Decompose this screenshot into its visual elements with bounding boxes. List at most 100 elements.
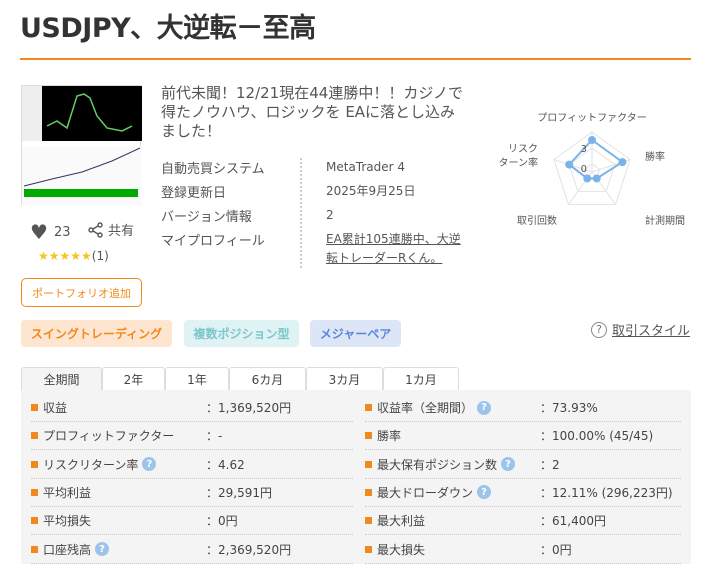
period-tabs: 全期間 2年 1年 6カ月 3カ月 1カ月 xyxy=(21,367,459,391)
tag-swing-trading[interactable]: スイングトレーディング xyxy=(21,320,172,347)
info-divider xyxy=(300,158,302,268)
radar-point xyxy=(588,136,596,144)
info-key: マイプロフィール xyxy=(161,234,265,249)
bullet-icon xyxy=(31,488,38,496)
bullet-icon xyxy=(365,460,372,468)
tag-label: スイングトレーディング xyxy=(30,327,163,341)
ea-screenshot-thumbnail[interactable] xyxy=(21,85,142,206)
stats-panel: 収益 ：1,369,520円プロフィットファクター ：- リスクリターン率? ：4.62… xyxy=(21,390,691,564)
stat-row: 収益 ：1,369,520円 xyxy=(31,394,353,422)
stat-row: 平均利益 ：29,591円 xyxy=(31,479,353,507)
tab-1-month[interactable]: 1カ月 xyxy=(383,367,459,391)
radar-axis-label: ターン率 xyxy=(499,156,539,169)
stat-value: ：73.93% xyxy=(540,401,598,415)
bullet-icon xyxy=(31,432,38,440)
stat-row: 口座残高? ：2,369,520円 xyxy=(31,536,353,564)
tab-all-period[interactable]: 全期間 xyxy=(21,367,102,391)
stat-value: ：0円 xyxy=(540,542,572,557)
stat-row: 最大保有ポジション数? ：2 xyxy=(365,451,681,479)
volume-bar xyxy=(24,189,138,197)
stat-label: プロフィットファクター xyxy=(43,429,175,444)
stat-row: リスクリターン率? ：4.62 xyxy=(31,451,353,479)
stat-row: プロフィットファクター ：- xyxy=(31,422,353,451)
ea-description: 前代未聞！12/21現在44連勝中！！カジノで得たノウハウ、ロジックを EAに落… xyxy=(161,84,464,140)
rating[interactable]: ★★★★★(1) xyxy=(38,249,109,263)
star-icons: ★★★★★ xyxy=(38,249,92,263)
radar-point xyxy=(592,174,601,183)
tab-6-months[interactable]: 6カ月 xyxy=(229,367,306,391)
stat-row: 最大損失 ：0円 xyxy=(365,536,681,564)
radar-axis-label: リスク xyxy=(508,143,538,155)
rating-count: (1) xyxy=(91,249,109,263)
stat-value: ：4.62 xyxy=(206,457,245,472)
stat-value: ：- xyxy=(206,429,223,444)
share-label: 共有 xyxy=(108,224,135,239)
stat-label: 最大損失 xyxy=(377,542,426,557)
help-icon[interactable]: ? xyxy=(501,457,516,472)
stat-label: 平均損失 xyxy=(43,514,92,529)
radar-axis-label: プロフィットファクター xyxy=(537,112,646,124)
add-portfolio-button[interactable]: ポートフォリオ追加 xyxy=(21,278,142,307)
bullet-icon xyxy=(31,545,38,553)
help-icon[interactable]: ? xyxy=(142,457,157,472)
stat-value: ：100.00% (45/45) xyxy=(540,429,654,444)
tag-label: 複数ポジション型 xyxy=(193,327,290,341)
stat-row: 最大ドローダウン? ：12.11% (296,223円) xyxy=(365,479,681,507)
like-count: 23 xyxy=(53,224,71,240)
bullet-icon xyxy=(365,517,372,525)
bullet-icon xyxy=(31,517,38,525)
stat-value: ：61,400円 xyxy=(540,514,606,529)
help-icon[interactable]: ? xyxy=(477,485,492,500)
radar-series-line xyxy=(567,138,625,180)
stat-value: ：2 xyxy=(540,457,560,472)
backtest-graph xyxy=(22,146,142,206)
stat-value: ：12.11% (296,223円) xyxy=(540,485,673,500)
navigator-pane xyxy=(22,86,42,141)
radar-tick-label: 0 xyxy=(581,164,587,175)
stat-row: 収益率（全期間）? ：73.93% xyxy=(365,394,681,422)
stat-label: リスクリターン率 xyxy=(43,457,139,472)
tag-major-pair[interactable]: メジャーペア xyxy=(310,320,401,347)
stat-row: 平均損失 ：0円 xyxy=(31,507,353,536)
radar-grid xyxy=(553,131,631,205)
stat-label: 勝率 xyxy=(377,429,402,444)
radar-point xyxy=(618,158,627,167)
stat-label: 平均利益 xyxy=(43,485,92,500)
stat-label: 収益率（全期間） xyxy=(377,401,474,415)
radar-axis-label: 計測期間 xyxy=(645,214,685,227)
radar-axis-label: 取引回数 xyxy=(517,214,557,227)
info-key: 自動売買システム xyxy=(161,162,265,177)
bullet-icon xyxy=(365,404,372,411)
tab-1-year[interactable]: 1年 xyxy=(165,367,229,391)
info-value: 2 xyxy=(326,208,334,222)
stat-label: 口座残高 xyxy=(43,542,92,557)
info-value: 2025年9月25日 xyxy=(326,184,416,198)
help-icon[interactable]: ? xyxy=(477,400,492,415)
title-divider xyxy=(20,58,691,60)
bullet-icon xyxy=(31,460,38,468)
info-value: MetaTrader 4 xyxy=(326,160,406,174)
bullet-icon xyxy=(365,432,372,440)
stat-row: 最大利益 ：61,400円 xyxy=(365,507,681,536)
stat-value: ：29,591円 xyxy=(206,485,272,500)
stat-row: 勝率 ：100.00% (45/45) xyxy=(365,422,681,451)
tag-label: メジャーペア xyxy=(319,327,392,341)
trading-style-link[interactable]: ? 取引スタイル xyxy=(591,320,690,339)
trading-style-label: 取引スタイル xyxy=(612,324,691,339)
heart-icon: ♥ xyxy=(30,220,48,244)
help-icon[interactable]: ? xyxy=(95,542,110,556)
info-key: 登録更新日 xyxy=(161,186,227,201)
chart-image xyxy=(22,86,142,141)
share-button[interactable]: 共有 xyxy=(88,220,134,239)
profile-link[interactable]: EA累計105連勝中、大逆転トレーダーRくん。 xyxy=(326,232,461,265)
tag-multi-position[interactable]: 複数ポジション型 xyxy=(184,320,299,347)
tab-3-months[interactable]: 3カ月 xyxy=(306,367,383,391)
stat-label: 収益 xyxy=(43,401,68,415)
bullet-icon xyxy=(365,545,372,553)
stat-value: ：2,369,520円 xyxy=(206,542,292,557)
like-button[interactable]: ♥ 23 xyxy=(30,220,70,244)
radar-tick-label: 3 xyxy=(581,144,587,155)
share-icon xyxy=(88,221,103,238)
tab-2-years[interactable]: 2年 xyxy=(102,367,165,391)
